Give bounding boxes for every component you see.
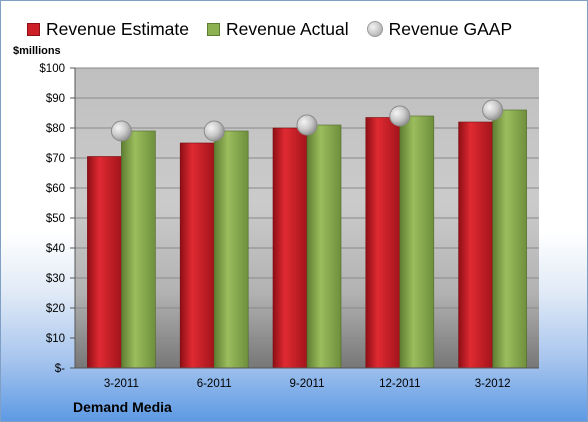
green-square-icon: [207, 22, 220, 36]
marker-revenue-gaap: [110, 120, 132, 142]
y-tick-label: $30: [46, 273, 65, 285]
marker-revenue-gaap: [296, 114, 318, 136]
marker-revenue-gaap: [482, 99, 504, 121]
bar-revenue-actual: [121, 130, 156, 369]
x-tick-label: 9-2011: [290, 378, 325, 390]
legend-item-revenue-gaap: Revenue GAAP: [366, 18, 513, 40]
y-tick-label: $80: [46, 123, 65, 135]
company-label: Demand Media: [73, 399, 172, 415]
bar-revenue-actual: [399, 115, 435, 369]
marker-revenue-gaap: [389, 105, 411, 127]
gray-circle-icon: [366, 21, 383, 37]
legend-item-revenue-actual: Revenue Actual: [207, 19, 349, 40]
y-tick-label: $70: [46, 153, 65, 165]
bar-revenue-estimate: [458, 121, 493, 369]
bar-revenue-estimate: [87, 156, 122, 369]
marker-revenue-gaap: [203, 120, 225, 142]
x-axis-ticks: 3-2011 6-2011 9-2011 12-2011 3-2012: [75, 367, 539, 390]
bars: [87, 109, 527, 369]
y-tick-label: $20: [46, 303, 65, 315]
legend-label-revenue-gaap: Revenue GAAP: [388, 18, 513, 39]
y-tick-label: $50: [46, 213, 65, 225]
legend-label-revenue-actual: Revenue Actual: [226, 18, 349, 39]
y-tick-label: $60: [46, 183, 65, 195]
legend-label-revenue-estimate: Revenue Estimate: [46, 18, 189, 39]
bar-revenue-actual: [306, 124, 342, 369]
x-tick-label: 3-2011: [104, 378, 139, 390]
bar-revenue-actual: [213, 130, 249, 369]
x-tick-label: 3-2012: [475, 378, 511, 390]
y-tick-label: $10: [46, 333, 65, 345]
x-tick-label: 6-2011: [197, 378, 232, 390]
gaap-markers: [110, 99, 504, 142]
legend: Revenue Estimate Revenue Actual Revenue …: [27, 17, 512, 41]
legend-item-revenue-estimate: Revenue Estimate: [27, 19, 189, 40]
bar-revenue-estimate: [272, 127, 308, 369]
y-tick-label: $100: [39, 63, 65, 75]
bar-revenue-actual: [492, 109, 527, 369]
bar-revenue-estimate: [179, 142, 215, 369]
x-tick-label: 12-2011: [379, 378, 420, 390]
bar-revenue-estimate: [365, 117, 401, 369]
y-axis-ticks: $- $10 $20 $30 $40 $50 $60 $70 $80 $90 $100: [39, 63, 76, 375]
y-axis-unit-label: $millions: [13, 45, 61, 57]
y-tick-label: $-: [55, 363, 65, 375]
y-tick-label: $90: [46, 93, 65, 105]
red-square-icon: [27, 22, 40, 36]
y-tick-label: $40: [46, 243, 65, 255]
